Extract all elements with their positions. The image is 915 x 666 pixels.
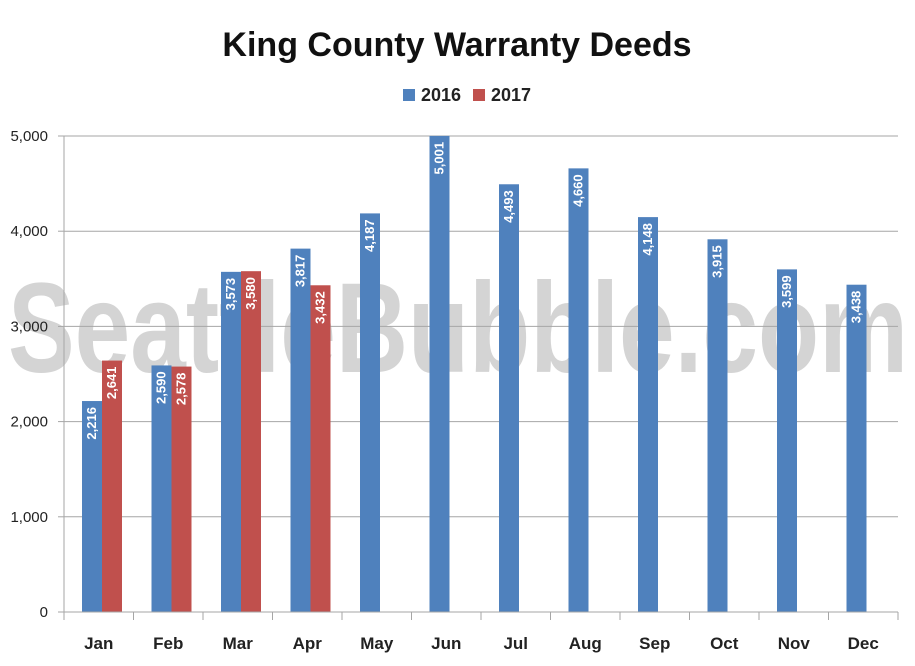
- data-label-2016-Apr: 3,817: [293, 255, 308, 288]
- bar-2016-May: [360, 213, 380, 613]
- data-label-2016-Nov: 3,599: [779, 275, 794, 308]
- data-label-2017-Mar: 3,580: [243, 277, 258, 310]
- x-tick-label-Jan: Jan: [84, 634, 113, 653]
- bar-2016-Jul: [499, 184, 519, 612]
- bar-2017-Apr: [310, 285, 331, 612]
- legend: 2016 2017: [403, 85, 531, 105]
- bar-2016-Nov: [777, 269, 797, 612]
- data-label-2016-Jul: 4,493: [501, 190, 516, 223]
- bar-2017-Jan: [102, 360, 122, 612]
- x-tick-label-Mar: Mar: [223, 634, 254, 653]
- data-label-2016-Oct: 3,915: [710, 245, 725, 278]
- y-axis: 0 1,000 2,000 3,000 4,000 5,000: [10, 128, 65, 621]
- y-tick-label: 1,000: [10, 509, 48, 526]
- bar-2016-Dec: [846, 284, 867, 612]
- watermark: SeattleBubble.com: [8, 257, 908, 400]
- bar-2016-Aug: [568, 168, 589, 613]
- bar-2016-Oct: [707, 239, 728, 613]
- x-axis: Jan Feb Mar Apr May Jun Jul Aug Sep Oct Nov Dec: [63, 611, 899, 653]
- bar-2017-Mar: [241, 271, 261, 612]
- bar-2016-Feb: [151, 365, 172, 612]
- data-label-2017-Feb: 2,578: [174, 373, 189, 406]
- data-label-2016-Aug: 4,660: [571, 174, 586, 207]
- x-tick-label-May: May: [360, 634, 394, 653]
- bar-2016-Jan: [82, 401, 102, 612]
- x-tick-label-Jun: Jun: [431, 634, 461, 653]
- data-label-2016-May: 4,187: [362, 219, 377, 252]
- data-label-2016-Dec: 3,438: [849, 291, 864, 324]
- legend-label-2016: 2016: [421, 85, 461, 105]
- bar-2016-Apr: [290, 248, 311, 613]
- data-label-2016-Feb: 2,590: [154, 371, 169, 404]
- x-tick-label-Sep: Sep: [639, 634, 670, 653]
- chart-title: King County Warranty Deeds: [222, 26, 691, 64]
- legend-label-2017: 2017: [491, 85, 531, 105]
- data-label-2016-Mar: 3,573: [223, 278, 238, 311]
- legend-swatch-2016: [403, 89, 415, 101]
- bar-2016-Jun: [429, 135, 450, 613]
- data-labels: 2,216 2,641 2,590 2,578 3,573 3,580 3,817 3,432…: [84, 142, 864, 440]
- x-tick-label-Jul: Jul: [503, 634, 528, 653]
- data-label-2017-Jan: 2,641: [104, 367, 119, 400]
- y-tick-label: 4,000: [10, 223, 48, 240]
- y-tick-label: 0: [40, 604, 48, 621]
- bar-2016-Sep: [638, 217, 658, 612]
- x-tick-label-Feb: Feb: [153, 634, 183, 653]
- bar-2016-Mar: [221, 271, 241, 612]
- x-tick-label-Nov: Nov: [778, 634, 811, 653]
- x-tick-label-Dec: Dec: [848, 634, 879, 653]
- gridlines: [64, 135, 898, 518]
- bar-2017-Feb: [171, 366, 192, 612]
- x-tick-label-Apr: Apr: [293, 634, 323, 653]
- data-label-2017-Apr: 3,432: [313, 291, 328, 324]
- legend-swatch-2017: [473, 89, 485, 101]
- y-tick-label: 2,000: [10, 414, 48, 431]
- y-tick-label: 5,000: [10, 128, 48, 145]
- data-label-2016-Jun: 5,001: [432, 142, 447, 175]
- bars: [82, 135, 867, 613]
- x-tick-label-Aug: Aug: [569, 634, 602, 653]
- data-label-2016-Sep: 4,148: [640, 223, 655, 256]
- data-label-2016-Jan: 2,216: [84, 407, 99, 440]
- y-tick-label: 3,000: [10, 318, 48, 335]
- x-tick-label-Oct: Oct: [710, 634, 739, 653]
